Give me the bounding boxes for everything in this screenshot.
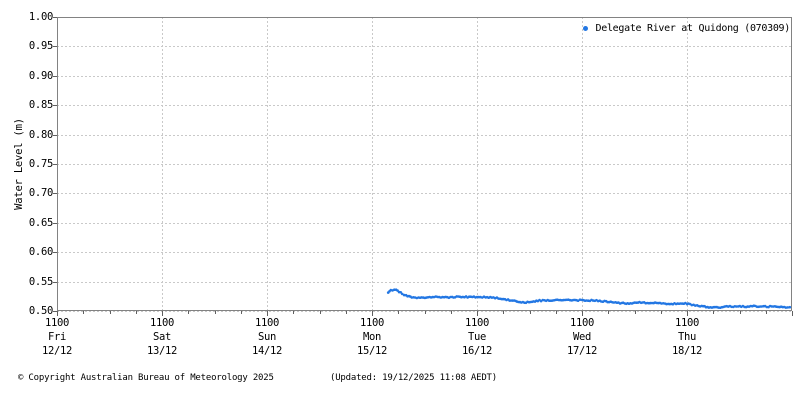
y-tick-label: 0.95 [28, 40, 53, 53]
x-tick-label: 1100 Fri 12/12 [41, 317, 73, 357]
y-tick-label: 0.80 [28, 128, 53, 141]
x-tick-label: 1100 Wed 17/12 [566, 317, 598, 357]
x-tick-label: 1100 Mon 15/12 [356, 317, 388, 357]
axis-ticks [53, 17, 793, 316]
data-series [386, 288, 792, 310]
x-tick-label: 1100 Sat 13/12 [146, 317, 178, 357]
y-tick-label: 0.60 [28, 246, 53, 259]
y-tick-label: 0.65 [28, 216, 53, 229]
legend-label: Delegate River at Quidong (070309) [595, 23, 791, 34]
x-tick-label: 1100 Sun 14/12 [251, 317, 283, 357]
y-tick-label: 0.55 [28, 275, 53, 288]
legend-marker-icon [582, 26, 588, 31]
updated-text: (Updated: 19/12/2025 11:08 AEDT) [330, 373, 497, 383]
y-tick-label: 0.85 [28, 99, 53, 112]
gridlines [57, 17, 792, 312]
legend: Delegate River at Quidong (070309) [582, 23, 791, 34]
plot-border [57, 17, 792, 311]
y-tick-label: 0.50 [28, 305, 53, 317]
y-tick-label: 0.90 [28, 69, 53, 82]
x-tick-label: 1100 Tue 16/12 [461, 317, 493, 357]
y-tick-label: 0.70 [28, 187, 53, 200]
copyright-text: © Copyright Australian Bureau of Meteoro… [18, 373, 274, 383]
y-tick-label: 1.00 [28, 11, 53, 23]
x-tick-label: 1100 Thu 18/12 [671, 317, 703, 357]
y-tick-label: 0.75 [28, 158, 53, 170]
